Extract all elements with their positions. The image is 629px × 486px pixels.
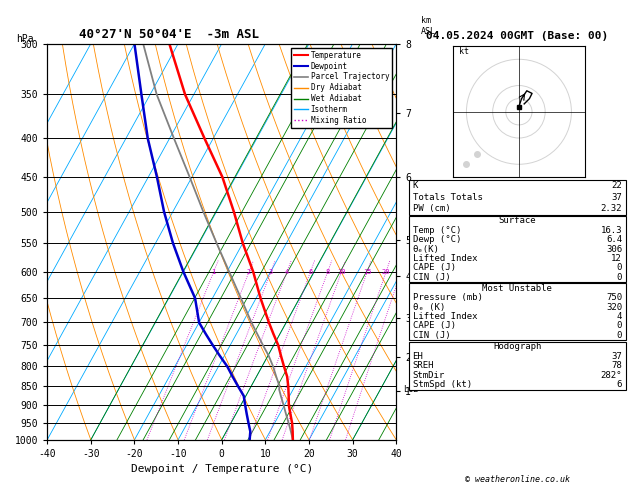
Legend: Temperature, Dewpoint, Parcel Trajectory, Dry Adiabat, Wet Adiabat, Isotherm, Mi: Temperature, Dewpoint, Parcel Trajectory…: [291, 48, 392, 128]
X-axis label: Dewpoint / Temperature (°C): Dewpoint / Temperature (°C): [131, 465, 313, 474]
Text: © weatheronline.co.uk: © weatheronline.co.uk: [465, 474, 570, 484]
Text: kt: kt: [459, 47, 469, 56]
Text: LCL: LCL: [403, 385, 418, 394]
Text: SREH: SREH: [413, 361, 434, 370]
Y-axis label: Mixing Ratio (g/kg): Mixing Ratio (g/kg): [443, 186, 453, 297]
Text: θₑ (K): θₑ (K): [413, 302, 445, 312]
Text: 1: 1: [211, 269, 216, 275]
Text: km
ASL: km ASL: [421, 17, 436, 36]
Text: CAPE (J): CAPE (J): [413, 263, 455, 272]
Text: CIN (J): CIN (J): [413, 331, 450, 340]
Text: EH: EH: [413, 351, 423, 361]
Text: Most Unstable: Most Unstable: [482, 283, 552, 293]
Text: PW (cm): PW (cm): [413, 205, 450, 213]
Text: 6: 6: [616, 381, 622, 389]
Text: CAPE (J): CAPE (J): [413, 321, 455, 330]
Text: θₑ(K): θₑ(K): [413, 244, 440, 254]
Text: 0: 0: [616, 263, 622, 272]
Text: 3: 3: [269, 269, 273, 275]
Text: 4: 4: [285, 269, 289, 275]
Text: 15: 15: [363, 269, 372, 275]
Text: 37: 37: [611, 351, 622, 361]
Text: 37: 37: [611, 193, 622, 202]
Text: 6.4: 6.4: [606, 235, 622, 244]
Text: Totals Totals: Totals Totals: [413, 193, 482, 202]
Text: 0: 0: [616, 321, 622, 330]
Text: Temp (°C): Temp (°C): [413, 226, 461, 235]
Text: 2.32: 2.32: [601, 205, 622, 213]
Text: 6: 6: [308, 269, 313, 275]
Text: 282°: 282°: [601, 371, 622, 380]
Text: StmDir: StmDir: [413, 371, 445, 380]
Text: Hodograph: Hodograph: [493, 342, 542, 351]
Text: 78: 78: [611, 361, 622, 370]
Text: 0: 0: [616, 331, 622, 340]
Text: 20: 20: [382, 269, 391, 275]
Text: K: K: [413, 181, 418, 190]
Text: 306: 306: [606, 244, 622, 254]
Text: 04.05.2024 00GMT (Base: 00): 04.05.2024 00GMT (Base: 00): [426, 31, 608, 41]
Text: 12: 12: [611, 254, 622, 263]
Text: Dewp (°C): Dewp (°C): [413, 235, 461, 244]
Text: 40°27'N 50°04'E  -3m ASL: 40°27'N 50°04'E -3m ASL: [79, 28, 259, 41]
Text: 10: 10: [337, 269, 346, 275]
Text: CIN (J): CIN (J): [413, 273, 450, 282]
Text: Pressure (mb): Pressure (mb): [413, 293, 482, 302]
Text: 0: 0: [616, 273, 622, 282]
Text: 22: 22: [611, 181, 622, 190]
Text: StmSpd (kt): StmSpd (kt): [413, 381, 472, 389]
Text: Lifted Index: Lifted Index: [413, 254, 477, 263]
Text: 16.3: 16.3: [601, 226, 622, 235]
Text: 4: 4: [616, 312, 622, 321]
Text: 750: 750: [606, 293, 622, 302]
Text: 320: 320: [606, 302, 622, 312]
Text: hPa: hPa: [16, 34, 33, 44]
Text: Lifted Index: Lifted Index: [413, 312, 477, 321]
Text: 2: 2: [247, 269, 251, 275]
Text: Surface: Surface: [499, 216, 536, 226]
Text: 8: 8: [326, 269, 330, 275]
